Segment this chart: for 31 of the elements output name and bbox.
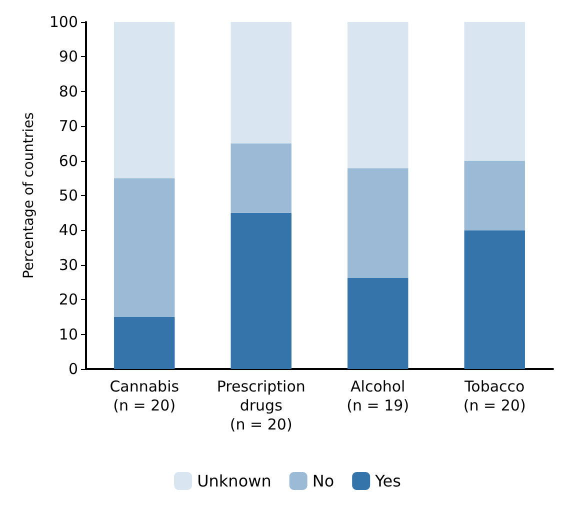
- y-tick-label: 90: [58, 48, 78, 66]
- bar: [230, 212, 292, 369]
- y-tick-label: 40: [58, 221, 78, 240]
- bar: [348, 168, 408, 278]
- bar: [114, 316, 175, 369]
- legend-label: Yes: [374, 472, 401, 490]
- y-tick-label: 100: [49, 13, 78, 31]
- bar: [464, 160, 525, 230]
- bar: [464, 22, 525, 161]
- x-tick-label: Alcohol (n = 19): [346, 378, 410, 414]
- y-tick-label: 0: [68, 360, 78, 378]
- x-tick-label: Cannabis (n = 20): [110, 378, 180, 414]
- bar: [348, 22, 408, 168]
- legend-label: Unknown: [197, 472, 272, 490]
- bar: [348, 278, 408, 369]
- bar: [464, 230, 525, 369]
- y-axis-title: Percentage of countries: [21, 112, 37, 279]
- legend-label: No: [312, 472, 334, 490]
- y-tick-label: 80: [58, 82, 78, 100]
- y-tick-label: 70: [58, 117, 78, 136]
- y-tick-label: 10: [58, 325, 78, 344]
- x-tick-label: Tobacco (n = 20): [463, 378, 526, 414]
- y-tick-label: 50: [58, 186, 78, 204]
- bar: [230, 22, 292, 144]
- y-tick-label: 30: [58, 256, 78, 274]
- y-tick-label: 60: [58, 152, 78, 170]
- bar: [114, 22, 175, 178]
- bar: [114, 178, 175, 317]
- y-tick-label: 20: [58, 290, 78, 309]
- bar: [230, 143, 292, 213]
- x-tick-label: Prescription drugs (n = 20): [216, 378, 306, 434]
